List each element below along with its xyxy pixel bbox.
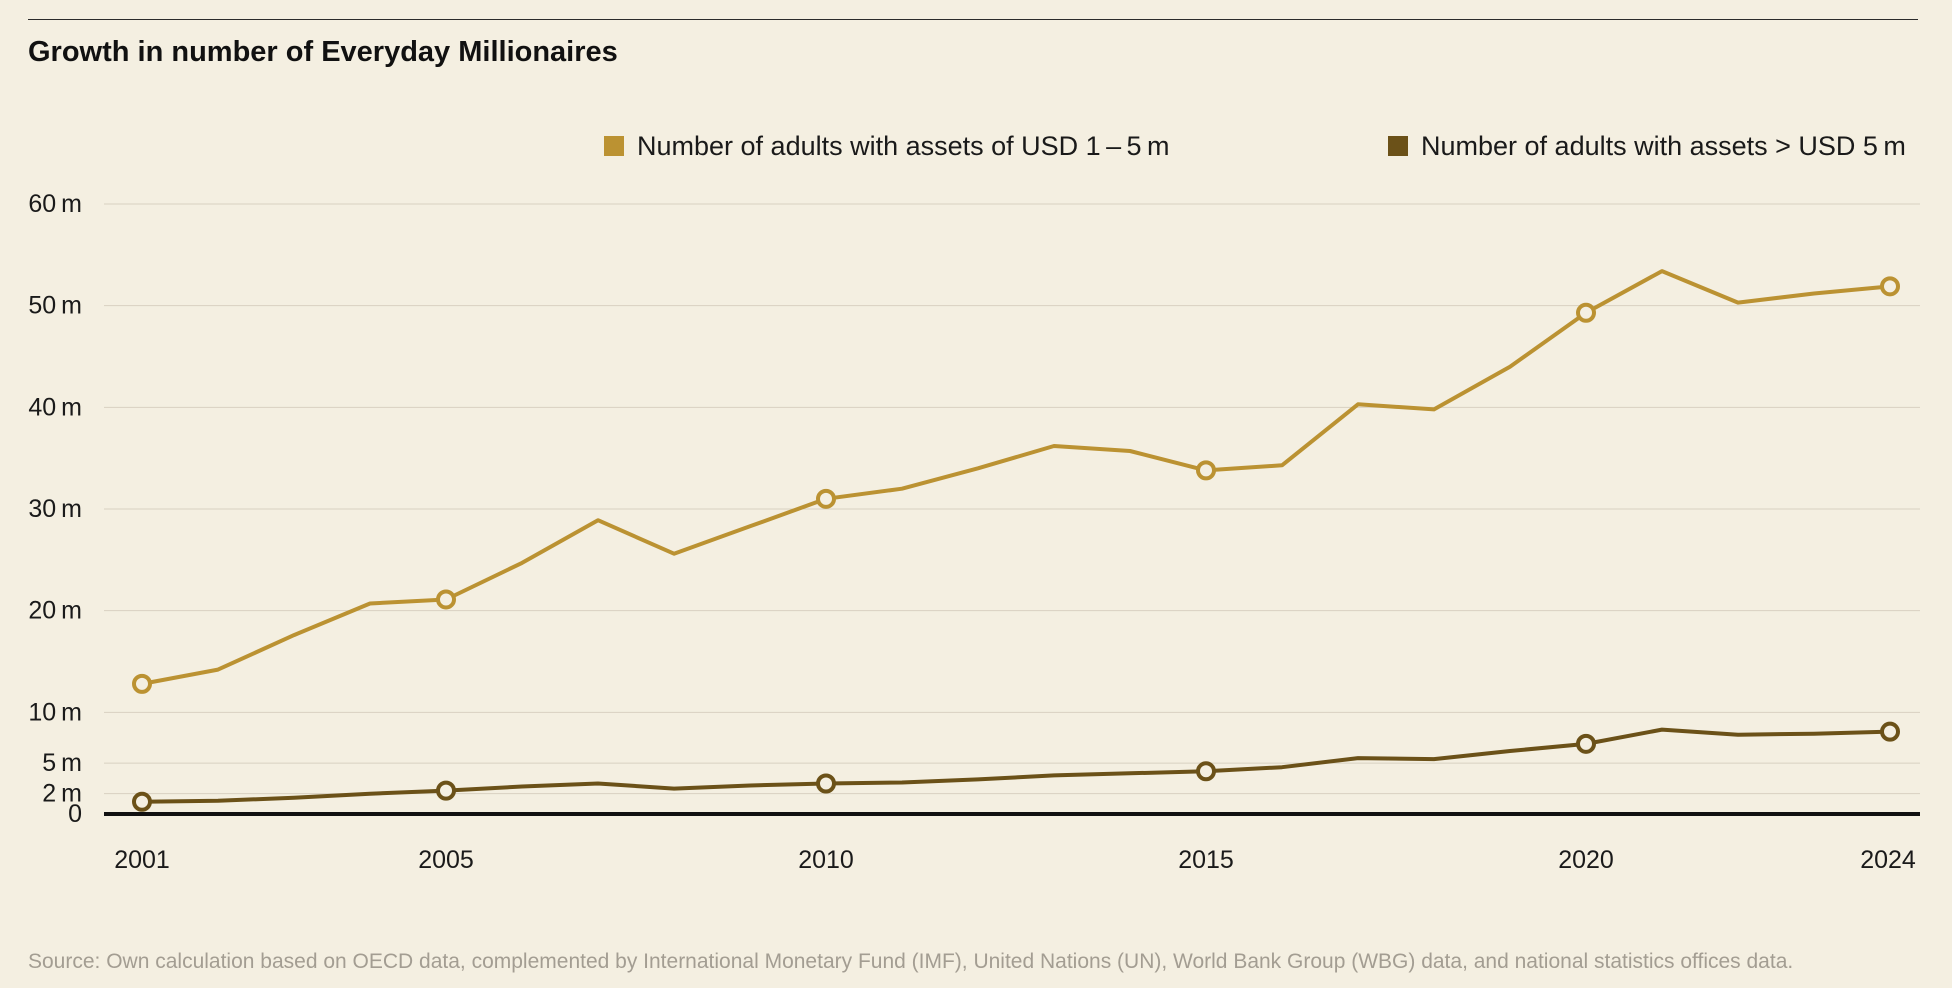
legend-label: Number of adults with assets > USD 5 m: [1421, 131, 1906, 161]
data-point-1-5m: [1576, 302, 1596, 323]
legend-swatch: [604, 136, 624, 156]
y-tick-label: 40 m: [28, 393, 82, 421]
x-tick-label: 2010: [798, 846, 854, 874]
source-note: Source: Own calculation based on OECD da…: [28, 950, 1794, 973]
series-line-1-5m: [140, 269, 1892, 686]
data-point-gt-5m: [1196, 761, 1216, 782]
x-tick-label: 2024: [1860, 846, 1916, 874]
top-rule: [28, 19, 1918, 20]
y-tick-label: 20 m: [28, 597, 82, 625]
x-tick-label: 2005: [418, 846, 474, 874]
data-point-1-5m: [436, 589, 456, 610]
data-point-1-5m: [816, 488, 836, 509]
data-point-gt-5m: [132, 791, 152, 812]
series-line-gt-5m: [140, 727, 1892, 804]
gridlines: [104, 203, 1920, 795]
legend: Number of adults with assets of USD 1 – …: [604, 131, 1906, 161]
y-tick-label: 5 m: [42, 749, 82, 777]
data-point-gt-5m: [1576, 733, 1596, 754]
legend-swatch: [1388, 136, 1408, 156]
data-point-1-5m: [1880, 276, 1900, 297]
data-point-gt-5m: [1880, 721, 1900, 742]
x-axis: 2001 2005 2010 2015 2020 2024: [104, 812, 1920, 874]
chart-title: Growth in number of Everyday Millionaire…: [28, 36, 618, 68]
y-tick-label: 0: [68, 800, 82, 828]
y-tick-label: 30 m: [28, 495, 82, 523]
x-tick-label: 2015: [1178, 846, 1234, 874]
y-tick-label: 10 m: [28, 698, 82, 726]
y-tick-label: 50 m: [28, 292, 82, 320]
x-tick-label: 2001: [114, 846, 170, 874]
y-axis: 02 m 5 m 10 m 20 m 30 m 40 m 50 m 60 m: [28, 190, 82, 828]
y-tick-label: 60 m: [28, 190, 82, 218]
data-point-1-5m: [1196, 460, 1216, 481]
data-point-gt-5m: [816, 773, 836, 794]
data-point-1-5m: [132, 673, 152, 694]
series: [132, 269, 1900, 812]
legend-label: Number of adults with assets of USD 1 – …: [637, 131, 1169, 161]
x-tick-label: 2020: [1558, 846, 1614, 874]
data-point-gt-5m: [436, 780, 456, 801]
y-tick-label: 2 m: [42, 780, 82, 808]
